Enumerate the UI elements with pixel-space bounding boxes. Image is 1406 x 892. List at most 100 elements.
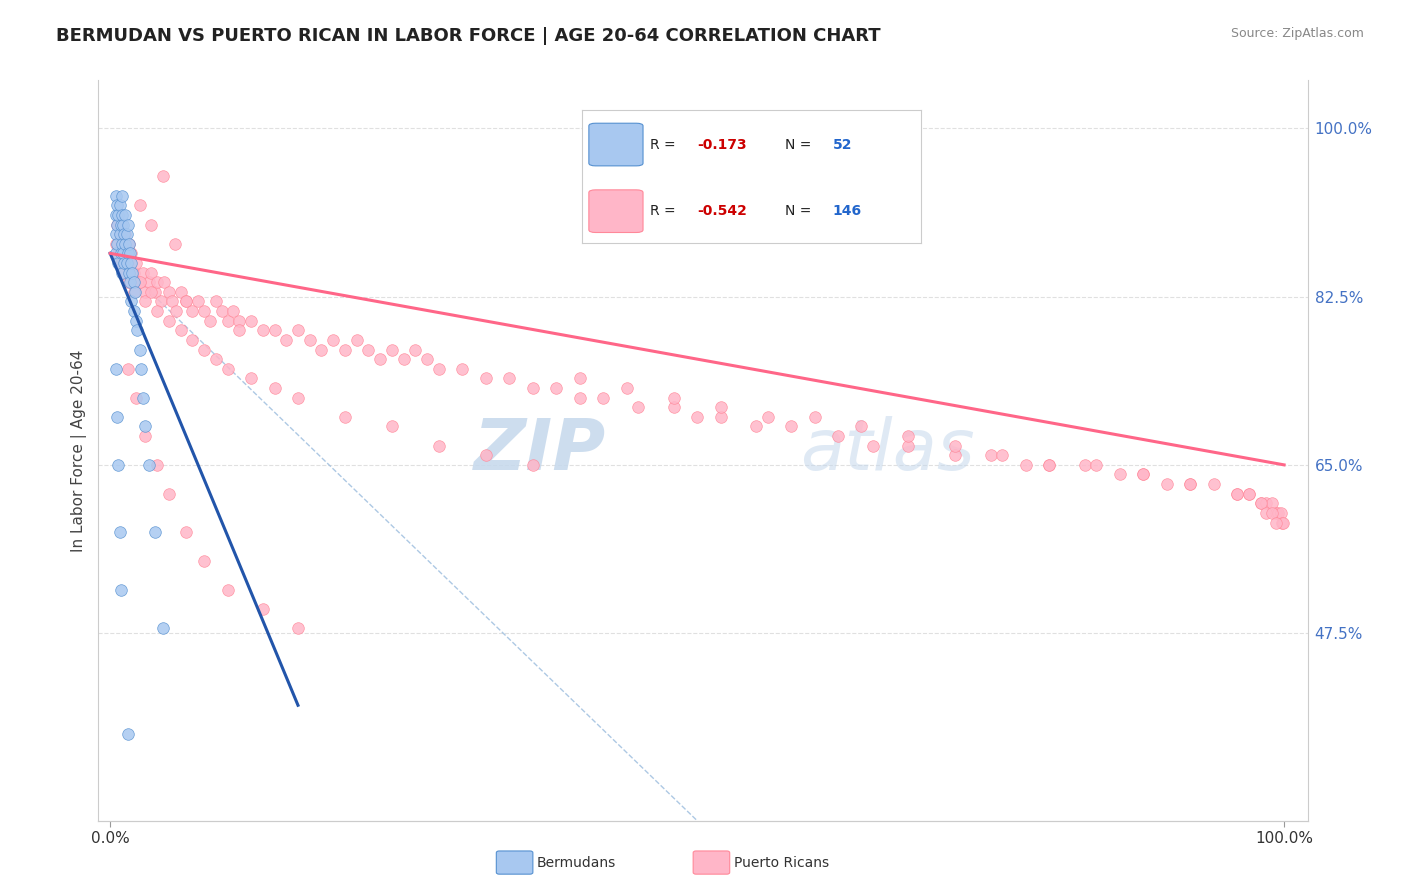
Point — [111, 266, 134, 280]
Point — [112, 218, 135, 232]
Point — [108, 227, 131, 241]
Y-axis label: In Labor Force | Age 20-64: In Labor Force | Age 20-64 — [72, 350, 87, 551]
Point — [105, 218, 128, 232]
Point — [287, 391, 309, 405]
Point — [105, 409, 128, 424]
Point — [169, 323, 191, 337]
Point — [204, 352, 226, 367]
Point — [107, 256, 129, 270]
Point — [1264, 506, 1286, 520]
Point — [627, 400, 650, 414]
Point — [112, 266, 135, 280]
Point — [211, 304, 233, 318]
Point — [110, 256, 132, 270]
Point — [105, 227, 128, 241]
Point — [546, 381, 568, 395]
Point — [1256, 506, 1278, 520]
Point — [165, 304, 187, 318]
Point — [120, 294, 142, 309]
Point — [122, 304, 145, 318]
Point — [1267, 506, 1289, 520]
Point — [127, 323, 149, 337]
Point — [143, 285, 166, 299]
Point — [862, 439, 884, 453]
Point — [134, 294, 156, 309]
Point — [157, 487, 180, 501]
Point — [114, 227, 136, 241]
Point — [1237, 487, 1260, 501]
Point — [381, 343, 404, 357]
Point — [128, 198, 150, 212]
Point — [1132, 467, 1154, 482]
Point — [1108, 467, 1130, 482]
Point — [107, 208, 129, 222]
Point — [152, 621, 174, 635]
Point — [163, 236, 186, 251]
Point — [945, 439, 967, 453]
Point — [217, 361, 239, 376]
Point — [132, 391, 155, 405]
Point — [138, 275, 160, 289]
Point — [298, 333, 321, 347]
Point — [803, 409, 825, 424]
Point — [108, 227, 131, 241]
Point — [117, 218, 139, 232]
Point — [240, 371, 263, 385]
Point — [263, 323, 285, 337]
Point — [111, 188, 134, 202]
Point — [1015, 458, 1038, 472]
Point — [152, 169, 174, 184]
Point — [128, 275, 150, 289]
Point — [427, 361, 450, 376]
Point — [1270, 506, 1292, 520]
Point — [112, 246, 135, 260]
Point — [897, 439, 920, 453]
Point — [157, 313, 180, 327]
Point — [1180, 477, 1202, 491]
Point — [134, 419, 156, 434]
Point — [111, 236, 134, 251]
Point — [115, 256, 138, 270]
Point — [122, 275, 145, 289]
Point — [181, 304, 204, 318]
Point — [311, 343, 333, 357]
Point — [427, 439, 450, 453]
Point — [122, 285, 145, 299]
Point — [125, 256, 148, 270]
Text: Source: ZipAtlas.com: Source: ZipAtlas.com — [1230, 27, 1364, 40]
Point — [141, 285, 163, 299]
Point — [756, 409, 779, 424]
Point — [176, 294, 198, 309]
Point — [149, 294, 172, 309]
Point — [1256, 496, 1278, 510]
Point — [105, 246, 128, 260]
Point — [222, 304, 245, 318]
Point — [118, 266, 141, 280]
Point — [141, 266, 163, 280]
Point — [105, 198, 128, 212]
Point — [1156, 477, 1178, 491]
Point — [381, 419, 404, 434]
Point — [120, 246, 142, 260]
Point — [1271, 516, 1294, 530]
Point — [114, 236, 136, 251]
Point — [112, 246, 135, 260]
Point — [112, 256, 135, 270]
Text: atlas: atlas — [800, 416, 974, 485]
Point — [122, 266, 145, 280]
Point — [146, 275, 169, 289]
Point — [1132, 467, 1154, 482]
Point — [228, 313, 250, 327]
Point — [138, 458, 160, 472]
Point — [404, 343, 426, 357]
Point — [111, 236, 134, 251]
Point — [1085, 458, 1108, 472]
Point — [162, 294, 184, 309]
Point — [1226, 487, 1249, 501]
Point — [153, 275, 176, 289]
Point — [263, 381, 285, 395]
Point — [120, 256, 142, 270]
Point — [217, 313, 239, 327]
Point — [105, 218, 128, 232]
Point — [108, 525, 131, 540]
